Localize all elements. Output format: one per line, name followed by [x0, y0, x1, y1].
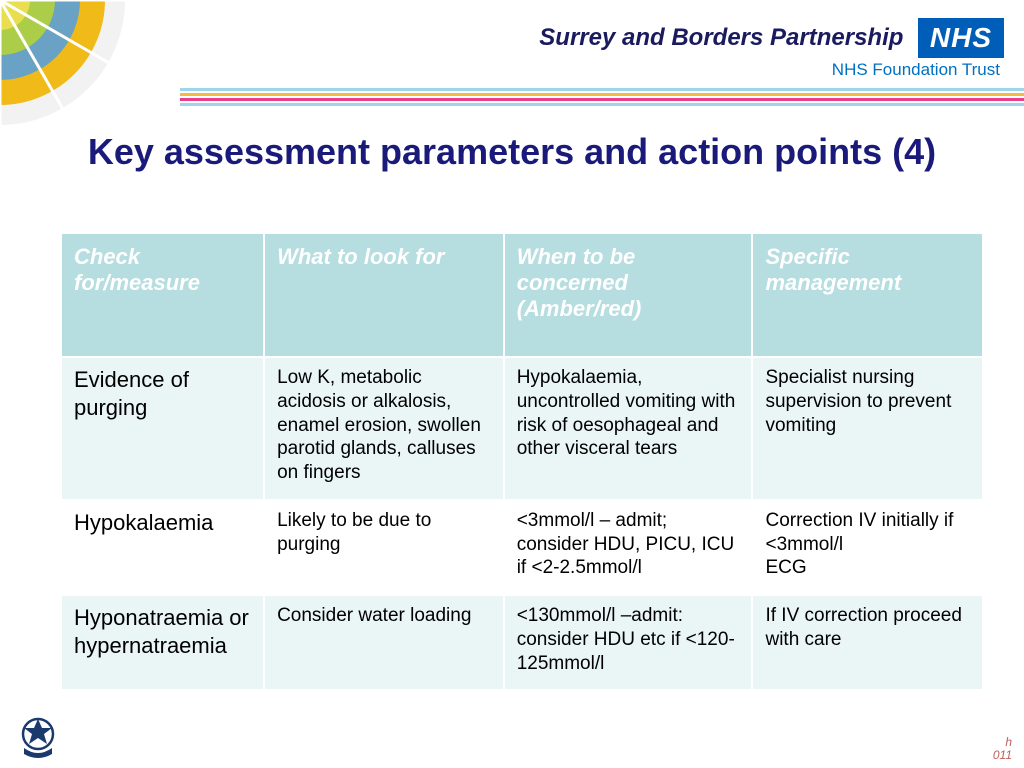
- header-block: Surrey and Borders Partnership NHS NHS F…: [539, 18, 1004, 80]
- table-cell: If IV correction proceed with care: [753, 596, 982, 689]
- table-row: HypokalaemiaLikely to be due to purging<…: [62, 501, 982, 594]
- table-cell: <3mmol/l – admit; consider HDU, PICU, IC…: [505, 501, 752, 594]
- crest-icon: [14, 714, 62, 762]
- table-cell: Evidence of purging: [62, 358, 263, 499]
- header-stripes: [180, 88, 1024, 106]
- column-header: What to look for: [265, 234, 503, 356]
- table-cell: Specialist nursing supervision to preven…: [753, 358, 982, 499]
- table-row: Evidence of purgingLow K, metabolic acid…: [62, 358, 982, 499]
- table-cell: Consider water loading: [265, 596, 503, 689]
- foundation-trust: NHS Foundation Trust: [539, 60, 1000, 80]
- column-header: Specific management: [753, 234, 982, 356]
- table-cell: Hyponatraemia or hypernatraemia: [62, 596, 263, 689]
- table-cell: Hypokalaemia: [62, 501, 263, 594]
- table-cell: Likely to be due to purging: [265, 501, 503, 594]
- column-header: When to be concerned (Amber/red): [505, 234, 752, 356]
- table-cell: Hypokalaemia, uncontrolled vomiting with…: [505, 358, 752, 499]
- column-header: Check for/measure: [62, 234, 263, 356]
- table-cell: Low K, metabolic acidosis or alkalosis, …: [265, 358, 503, 499]
- table-row: Hyponatraemia or hypernatraemiaConsider …: [62, 596, 982, 689]
- assessment-table-wrap: Check for/measureWhat to look forWhen to…: [60, 232, 984, 691]
- assessment-table: Check for/measureWhat to look forWhen to…: [60, 232, 984, 691]
- trust-name: Surrey and Borders Partnership: [539, 24, 903, 52]
- nhs-logo: NHS: [918, 18, 1004, 58]
- footer-corner: h 011: [993, 736, 1012, 762]
- table-cell: Correction IV initially if <3mmol/lECG: [753, 501, 982, 594]
- table-cell: <130mmol/l –admit: consider HDU etc if <…: [505, 596, 752, 689]
- page-title: Key assessment parameters and action poi…: [0, 130, 1024, 173]
- table-header-row: Check for/measureWhat to look forWhen to…: [62, 234, 982, 356]
